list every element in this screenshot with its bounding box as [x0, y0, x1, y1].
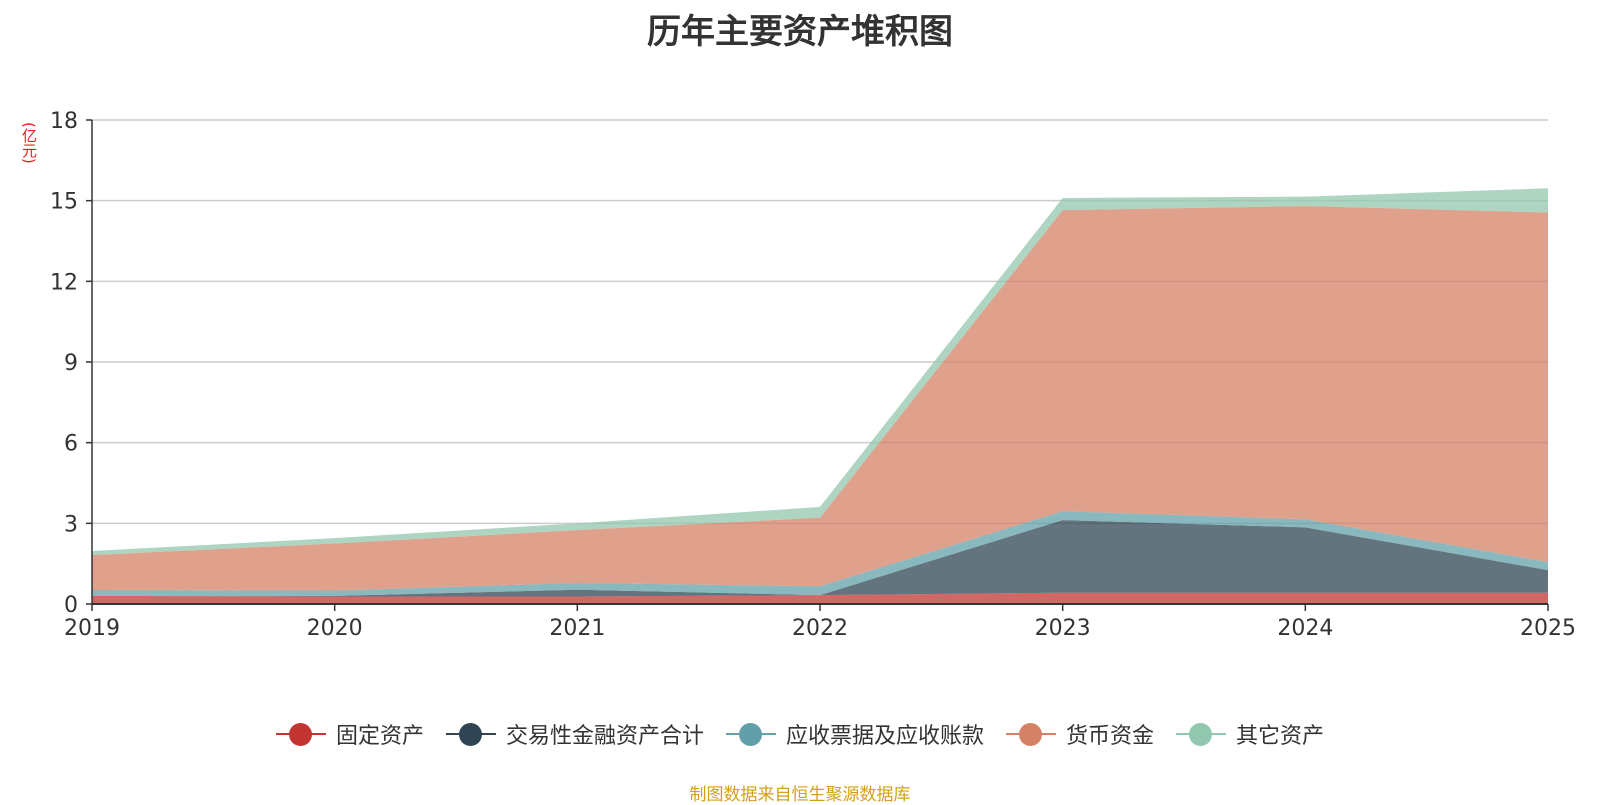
area-1 — [92, 592, 1548, 604]
x-tick-label: 2022 — [792, 616, 848, 641]
axes: 0 3 6 9 12 15 18 2019 2020 2021 2022 2023 2024 2025 — [50, 109, 1576, 641]
x-tick-label: 2024 — [1277, 616, 1333, 641]
chart-title: 历年主要资产堆积图 — [647, 12, 953, 52]
x-tick-label: 2023 — [1035, 616, 1091, 641]
y-tick-label: 12 — [50, 270, 78, 295]
area-2 — [92, 520, 1548, 597]
y-tick-label: 9 — [64, 351, 78, 376]
y-tick-label: 0 — [64, 593, 78, 618]
area-series — [92, 188, 1548, 604]
legend-label: 应收票据及应收账款 — [785, 724, 984, 749]
legend-marker-icon — [275, 722, 326, 746]
legend-item-1[interactable]: 固定资产 — [275, 718, 424, 750]
y-axis-unit-label: (亿元) — [20, 122, 38, 164]
legend-label: 交易性金融资产合计 — [505, 724, 704, 749]
y-tick-label: 3 — [64, 512, 78, 537]
legend-item-3[interactable]: 应收票据及应收账款 — [725, 718, 984, 750]
source-note: 制图数据来自恒生聚源数据库 — [689, 785, 911, 805]
legend-item-4[interactable]: 货币资金 — [1006, 718, 1154, 750]
x-tick-label: 2021 — [549, 616, 605, 641]
area-4 — [92, 206, 1548, 591]
legend-marker-icon — [1006, 722, 1056, 746]
legend-marker-icon — [445, 722, 496, 746]
legend-item-2[interactable]: 交易性金融资产合计 — [445, 718, 704, 750]
legend-label: 固定资产 — [335, 724, 424, 749]
legend-label: 其它资产 — [1236, 724, 1325, 749]
x-tick-label: 2025 — [1520, 616, 1576, 641]
y-tick-label: 6 — [64, 432, 78, 457]
legend-item-5[interactable]: 其它资产 — [1176, 718, 1324, 750]
x-tick-label: 2019 — [64, 616, 120, 641]
legend-label: 货币资金 — [1066, 724, 1155, 749]
y-tick-label: 15 — [50, 190, 78, 215]
legend-marker-icon — [725, 722, 776, 746]
legend-marker-icon — [1176, 722, 1227, 746]
legend: 固定资产 交易性金融资产合计 应收票据及应收账款 货币资金 其它资产 — [0, 718, 1600, 750]
y-tick-label: 18 — [50, 109, 78, 134]
x-tick-label: 2020 — [307, 616, 363, 641]
stacked-area-chart: 0 3 6 9 12 15 18 2019 2020 2021 2022 2023 2024 2025 — [50, 109, 1576, 641]
